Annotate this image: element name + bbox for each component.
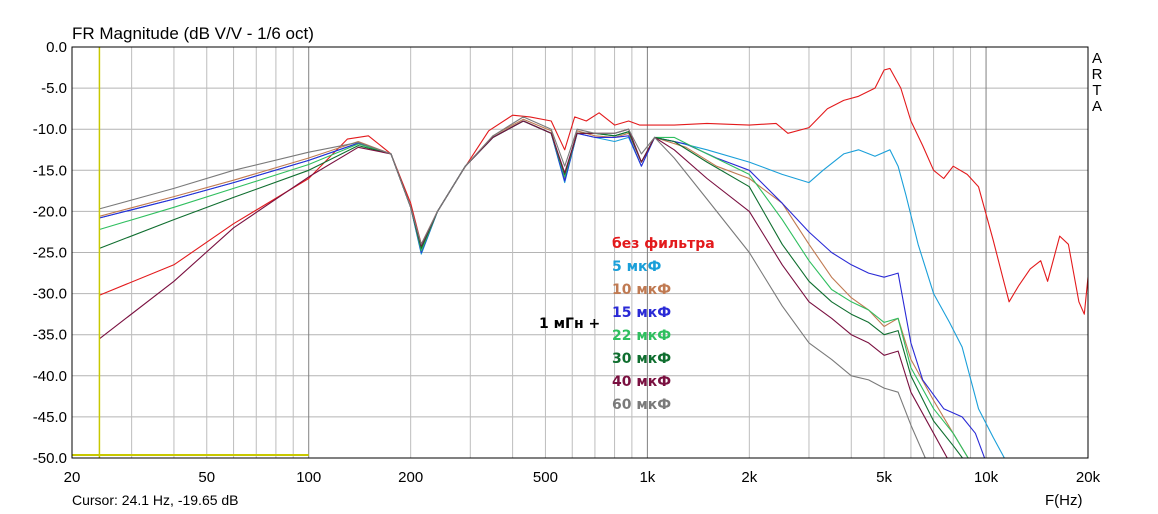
legend: без фильтра 5 мкФ 10 мкФ 15 мкФ 22 мкФ 30 мкФ… xyxy=(612,236,715,413)
x-tick-label: 20k xyxy=(1076,469,1101,486)
x-tick-label: 1k xyxy=(639,469,655,486)
legend-item-1: 5 мкФ xyxy=(612,259,662,275)
arta-letter: T xyxy=(1092,82,1101,99)
x-tick-label: 10k xyxy=(974,469,999,486)
y-tick-label: -20.0 xyxy=(33,203,67,220)
x-axis-label: F(Hz) xyxy=(1045,492,1083,509)
series-line-7 xyxy=(99,116,926,458)
x-tick-label: 2k xyxy=(741,469,757,486)
y-tick-label: -50.0 xyxy=(33,450,67,467)
y-tick-label: -15.0 xyxy=(33,162,67,179)
legend-item-3: 15 мкФ xyxy=(612,305,671,321)
cursor-group xyxy=(72,47,309,458)
x-tick-label: 100 xyxy=(296,469,321,486)
legend-item-0: без фильтра xyxy=(612,236,715,252)
y-axis-ticks: 0.0 -5.0 -10.0 -15.0 -20.0 -25.0 -30.0 -35.0 -40… xyxy=(33,39,67,467)
x-tick-label: 200 xyxy=(398,469,423,486)
y-tick-label: 0.0 xyxy=(46,39,67,56)
y-tick-label: -25.0 xyxy=(33,245,67,262)
y-tick-label: -35.0 xyxy=(33,327,67,344)
legend-item-7: 60 мкФ xyxy=(612,397,671,413)
y-tick-label: -10.0 xyxy=(33,121,67,138)
plot-frame xyxy=(71,46,1089,459)
legend-item-2: 10 мкФ xyxy=(612,282,671,298)
arta-letter: A xyxy=(1092,50,1102,67)
y-tick-label: -40.0 xyxy=(33,368,67,385)
x-axis-ticks: 20 50 100 200 500 1k 2k 5k 10k 20k xyxy=(64,469,1101,486)
annotation-1mh: 1 мГн + xyxy=(539,316,600,332)
cursor-readout: Cursor: 24.1 Hz, -19.65 dB xyxy=(72,492,239,508)
legend-item-5: 30 мкФ xyxy=(612,351,671,367)
y-tick-label: -45.0 xyxy=(33,409,67,426)
legend-item-4: 22 мкФ xyxy=(612,328,671,344)
x-tick-label: 20 xyxy=(64,469,81,486)
x-tick-label: 500 xyxy=(533,469,558,486)
series-group xyxy=(99,67,1088,458)
arta-letter: A xyxy=(1092,98,1102,115)
x-tick-label: 50 xyxy=(198,469,215,486)
legend-item-6: 40 мкФ xyxy=(612,374,671,390)
y-tick-label: -30.0 xyxy=(33,286,67,303)
arta-letter: R xyxy=(1092,66,1103,83)
y-tick-label: -5.0 xyxy=(41,80,67,97)
chart-title: FR Magnitude (dB V/V - 1/6 oct) xyxy=(72,24,314,43)
x-tick-label: 5k xyxy=(876,469,892,486)
